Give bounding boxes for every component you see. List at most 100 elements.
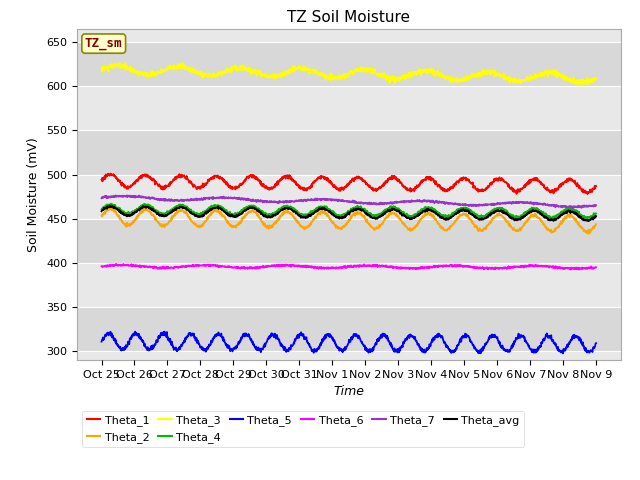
Theta_5 (156, 335, 164, 340)
Theta_3 (308, 67, 316, 73)
Theta_avg (156, 213, 164, 219)
Theta_6 (380, 263, 387, 269)
Theta_7 (123, 192, 131, 198)
Theta_3 (156, 69, 164, 74)
Theta_6 (327, 265, 335, 271)
Theta_2 (592, 221, 600, 227)
Theta_avg (98, 208, 106, 214)
Theta_7 (136, 194, 144, 200)
Theta_2 (380, 219, 387, 225)
Legend: Theta_1, Theta_2, Theta_3, Theta_4, Theta_5, Theta_6, Theta_7, Theta_avg: Theta_1, Theta_2, Theta_3, Theta_4, Thet… (83, 411, 524, 447)
Theta_1 (156, 183, 164, 189)
Theta_avg (136, 206, 144, 212)
Theta_3 (318, 71, 326, 77)
Line: Theta_5: Theta_5 (102, 332, 596, 353)
Theta_1 (308, 181, 316, 187)
Theta_5 (308, 348, 316, 354)
Theta_4 (156, 210, 164, 216)
Title: TZ Soil Moisture: TZ Soil Moisture (287, 10, 410, 25)
Theta_5 (136, 333, 143, 339)
Theta_6 (136, 263, 144, 268)
Theta_6 (308, 264, 316, 270)
Theta_5 (380, 332, 387, 338)
Theta_1 (584, 191, 591, 197)
Theta_7 (592, 203, 600, 208)
Theta_6 (112, 261, 120, 267)
Theta_avg (327, 210, 335, 216)
Line: Theta_4: Theta_4 (102, 204, 596, 218)
Line: Theta_3: Theta_3 (102, 63, 596, 85)
Theta_3 (98, 66, 106, 72)
Theta_2 (141, 205, 148, 211)
Theta_6 (575, 267, 583, 273)
Theta_6 (98, 264, 106, 269)
Theta_4 (136, 204, 144, 210)
Theta_4 (550, 216, 557, 221)
X-axis label: Time: Time (333, 385, 364, 398)
Theta_7 (327, 197, 335, 203)
Theta_4 (318, 204, 326, 210)
Theta_4 (327, 208, 335, 214)
Theta_7 (578, 205, 586, 211)
Y-axis label: Soil Moisture (mV): Soil Moisture (mV) (28, 137, 40, 252)
Theta_3 (579, 83, 586, 88)
Bar (77, 42, 621, 86)
Theta_avg (592, 213, 600, 219)
Theta_5 (592, 340, 600, 346)
Theta_1 (107, 171, 115, 177)
Theta_2 (318, 208, 326, 214)
Theta_3 (122, 60, 129, 66)
Text: TZ_sm: TZ_sm (85, 37, 122, 50)
Line: Theta_1: Theta_1 (102, 174, 596, 194)
Theta_5 (161, 329, 168, 335)
Theta_5 (327, 333, 335, 339)
Line: Theta_7: Theta_7 (102, 195, 596, 208)
Theta_1 (318, 174, 326, 180)
Theta_6 (318, 264, 326, 270)
Theta_2 (136, 211, 143, 217)
Theta_2 (327, 218, 335, 224)
Theta_1 (592, 183, 600, 189)
Theta_4 (98, 207, 106, 213)
Theta_4 (380, 209, 387, 215)
Theta_7 (308, 196, 316, 202)
Bar (77, 307, 621, 351)
Theta_1 (380, 182, 387, 188)
Theta_avg (308, 211, 316, 216)
Theta_2 (585, 231, 593, 237)
Theta_6 (592, 264, 600, 270)
Theta_7 (318, 197, 326, 203)
Theta_7 (156, 197, 164, 203)
Bar (77, 175, 621, 219)
Theta_2 (156, 223, 164, 228)
Theta_5 (318, 338, 326, 344)
Theta_4 (107, 201, 115, 206)
Theta_1 (98, 177, 106, 182)
Bar (77, 263, 621, 307)
Theta_3 (592, 75, 600, 81)
Theta_avg (106, 203, 113, 208)
Line: Theta_6: Theta_6 (102, 264, 596, 270)
Theta_3 (380, 72, 387, 78)
Theta_5 (98, 339, 106, 345)
Theta_6 (156, 265, 164, 271)
Bar (77, 86, 621, 131)
Theta_3 (136, 70, 144, 76)
Theta_1 (136, 175, 144, 181)
Theta_avg (318, 206, 326, 212)
Theta_2 (98, 213, 106, 218)
Line: Theta_avg: Theta_avg (102, 205, 596, 221)
Theta_5 (559, 350, 567, 356)
Theta_4 (308, 209, 316, 215)
Theta_7 (98, 195, 106, 201)
Bar (77, 219, 621, 263)
Line: Theta_2: Theta_2 (102, 208, 596, 234)
Theta_1 (327, 179, 335, 184)
Theta_3 (327, 77, 335, 83)
Theta_4 (592, 211, 600, 216)
Theta_2 (308, 219, 316, 225)
Theta_avg (585, 218, 593, 224)
Bar (77, 131, 621, 175)
Theta_7 (380, 201, 387, 207)
Theta_avg (380, 211, 387, 217)
